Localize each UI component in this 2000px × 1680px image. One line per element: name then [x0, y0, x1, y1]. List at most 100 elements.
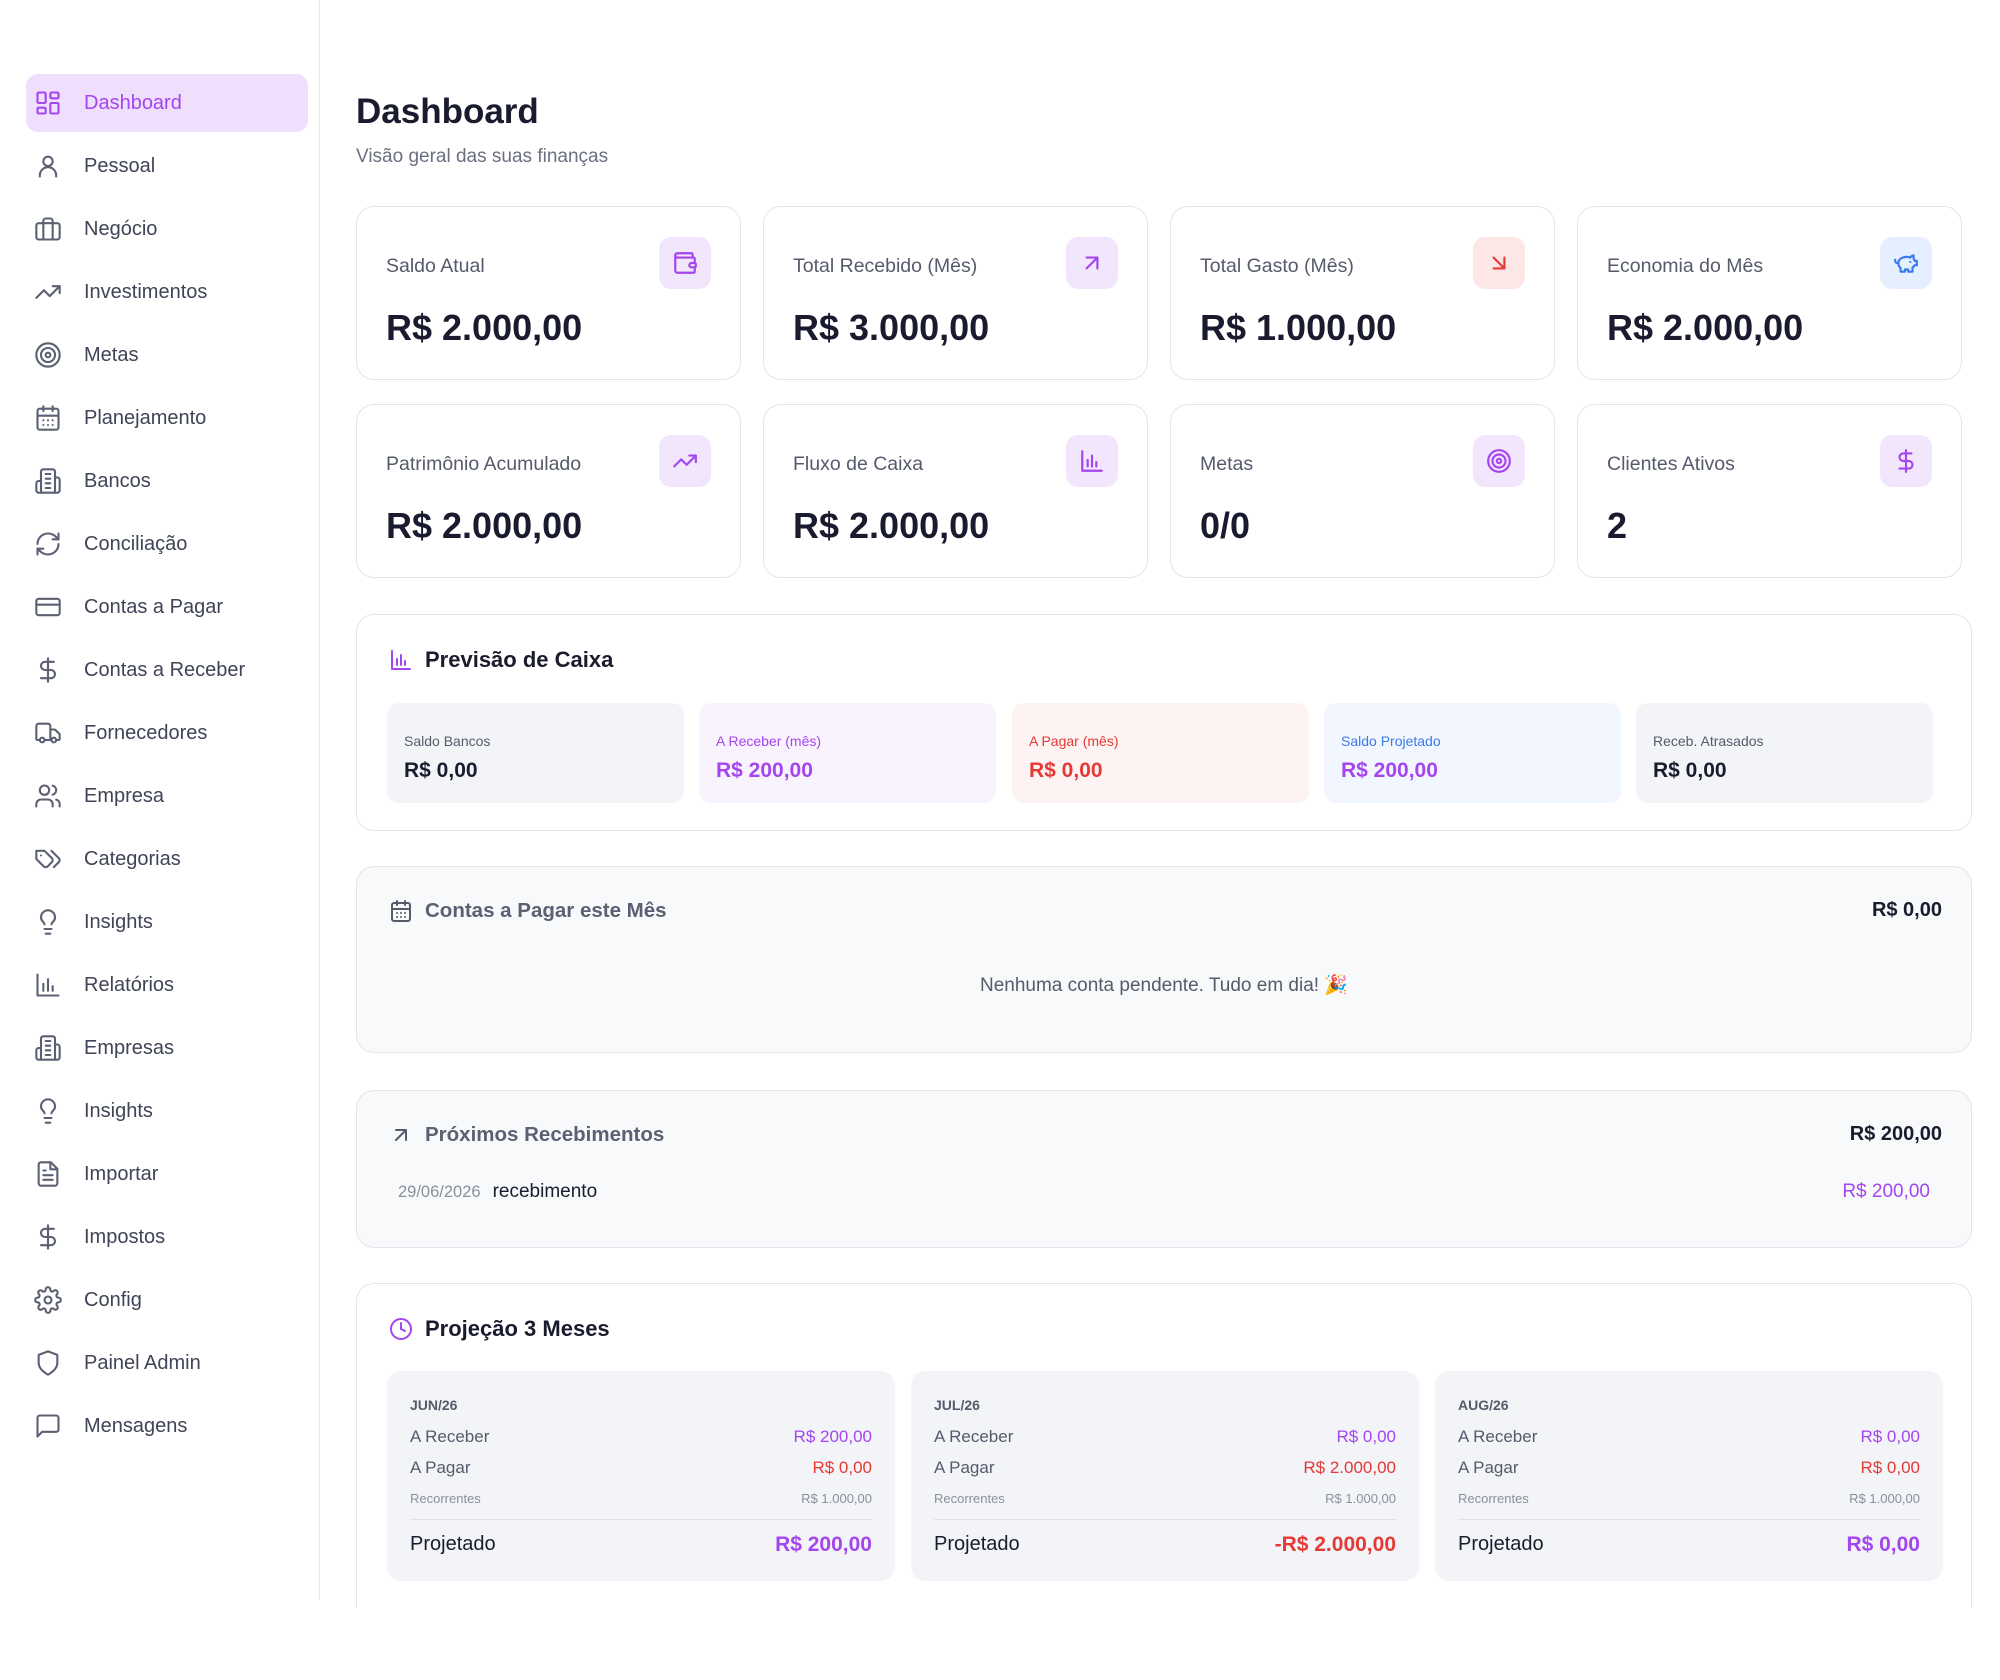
projection-month-label: JUN/26 — [410, 1397, 458, 1413]
sidebar-item-config[interactable]: Config — [26, 1271, 308, 1329]
sidebar-item-label: Bancos — [84, 469, 151, 492]
stat-value: R$ 3.000,00 — [793, 307, 990, 348]
sidebar-item-dashboard[interactable]: Dashboard — [26, 74, 308, 132]
sidebar-item-importar[interactable]: Importar — [26, 1145, 308, 1203]
projection-row-recorrentes: Recorrentes R$ 1.000,00 — [1458, 1491, 1920, 1506]
projection-month-label: JUL/26 — [934, 1397, 980, 1413]
building-icon — [30, 463, 66, 499]
cash-forecast-header: Previsão de Caixa — [387, 646, 613, 674]
sidebar-item-label: Insights — [84, 910, 153, 933]
page-title: Dashboard — [356, 92, 539, 131]
projection-month-jul: JUL/26 A Receber R$ 0,00 A Pagar R$ 2.00… — [911, 1371, 1419, 1581]
stat-card-fluxo-caixa: Fluxo de Caixa R$ 2.000,00 — [763, 404, 1148, 578]
forecast-label: A Pagar (mês) — [1029, 733, 1119, 749]
truck-icon — [30, 715, 66, 751]
bar-chart-icon — [30, 967, 66, 1003]
message-icon — [30, 1408, 66, 1444]
list-item[interactable]: 29/06/2026 recebimento R$ 200,00 — [398, 1181, 1930, 1203]
forecast-label: Receb. Atrasados — [1653, 733, 1764, 749]
sidebar-item-fornecedores[interactable]: Fornecedores — [26, 704, 308, 762]
projection-row-pagar: A Pagar R$ 0,00 — [1458, 1458, 1920, 1478]
sidebar-item-relatorios[interactable]: Relatórios — [26, 956, 308, 1014]
stat-card-metas: Metas 0/0 — [1170, 404, 1555, 578]
row-value: R$ 200,00 — [793, 1427, 872, 1446]
row-label: A Pagar — [1458, 1458, 1519, 1477]
piggy-bank-icon — [1880, 237, 1932, 289]
projection-row-projetado: Projetado R$ 200,00 — [410, 1533, 872, 1557]
dashboard-icon — [30, 85, 66, 121]
stat-label: Fluxo de Caixa — [793, 453, 924, 475]
sidebar-item-label: Relatórios — [84, 973, 175, 996]
refresh-icon — [30, 526, 66, 562]
lightbulb-icon — [30, 904, 66, 940]
row-label: A Pagar — [410, 1458, 471, 1477]
sidebar-item-negocio[interactable]: Negócio — [26, 200, 308, 258]
calendar-icon — [387, 897, 415, 925]
payables-header: Contas a Pagar este Mês — [387, 897, 667, 925]
sidebar-item-insights[interactable]: Insights — [26, 893, 308, 951]
stat-value: R$ 2.000,00 — [386, 307, 583, 348]
sidebar-item-mensagens[interactable]: Mensagens — [26, 1397, 308, 1455]
row-value: R$ 0,00 — [812, 1458, 872, 1477]
sidebar-item-label: Dashboard — [84, 91, 182, 114]
sidebar: Dashboard Pessoal Negócio Investimentos … — [0, 0, 320, 1600]
sidebar-item-label: Pessoal — [84, 154, 156, 177]
divider — [410, 1519, 872, 1520]
sidebar-item-insights-2[interactable]: Insights — [26, 1082, 308, 1140]
user-icon — [30, 148, 66, 184]
stat-value: R$ 2.000,00 — [793, 505, 990, 546]
payables-empty-message: Nenhuma conta pendente. Tudo em dia! 🎉 — [979, 975, 1348, 996]
bar-chart-icon — [387, 646, 415, 674]
row-value: -R$ 2.000,00 — [1274, 1533, 1396, 1556]
projection-month-aug: AUG/26 A Receber R$ 0,00 A Pagar R$ 0,00… — [1435, 1371, 1943, 1581]
target-icon — [30, 337, 66, 373]
sidebar-item-impostos[interactable]: Impostos — [26, 1208, 308, 1266]
sidebar-item-bancos[interactable]: Bancos — [26, 452, 308, 510]
sidebar-item-categorias[interactable]: Categorias — [26, 830, 308, 888]
projection-row-receber: A Receber R$ 0,00 — [1458, 1427, 1920, 1447]
row-value: R$ 1.000,00 — [1849, 1491, 1920, 1506]
sidebar-item-label: Categorias — [84, 847, 181, 870]
trending-up-icon — [659, 435, 711, 487]
sidebar-item-empresa[interactable]: Empresa — [26, 767, 308, 825]
forecast-value: R$ 0,00 — [1029, 759, 1103, 782]
sidebar-item-investimentos[interactable]: Investimentos — [26, 263, 308, 321]
stat-value: R$ 2.000,00 — [1607, 307, 1804, 348]
stat-card-total-recebido: Total Recebido (Mês) R$ 3.000,00 — [763, 206, 1148, 380]
sidebar-item-label: Metas — [84, 343, 139, 366]
tags-icon — [30, 841, 66, 877]
card-title: Próximos Recebimentos — [425, 1123, 665, 1146]
stat-card-patrimonio: Patrimônio Acumulado R$ 2.000,00 — [356, 404, 741, 578]
sidebar-item-conciliacao[interactable]: Conciliação — [26, 515, 308, 573]
divider — [1458, 1519, 1920, 1520]
projection-card: Projeção 3 Meses JUN/26 A Receber R$ 200… — [356, 1283, 1972, 1608]
receivable-description: recebimento — [492, 1181, 598, 1202]
sidebar-item-planejamento[interactable]: Planejamento — [26, 389, 308, 447]
building-icon — [30, 1030, 66, 1066]
forecast-box-saldo-projetado: Saldo Projetado R$ 200,00 — [1324, 703, 1621, 803]
wallet-icon — [659, 237, 711, 289]
sidebar-item-label: Mensagens — [84, 1414, 188, 1437]
sidebar-item-empresas[interactable]: Empresas — [26, 1019, 308, 1077]
forecast-box-receb-atrasados: Receb. Atrasados R$ 0,00 — [1636, 703, 1933, 803]
sidebar-item-painel-admin[interactable]: Painel Admin — [26, 1334, 308, 1392]
forecast-box-a-pagar: A Pagar (mês) R$ 0,00 — [1012, 703, 1309, 803]
sidebar-item-label: Conciliação — [84, 532, 188, 555]
sidebar-item-metas[interactable]: Metas — [26, 326, 308, 384]
row-label: Recorrentes — [934, 1491, 1005, 1506]
projection-header: Projeção 3 Meses — [387, 1315, 610, 1343]
stat-label: Saldo Atual — [386, 255, 485, 277]
shield-icon — [30, 1345, 66, 1381]
arrow-up-right-icon — [1066, 237, 1118, 289]
sidebar-item-pessoal[interactable]: Pessoal — [26, 137, 308, 195]
sidebar-item-label: Insights — [84, 1099, 153, 1122]
row-value: R$ 0,00 — [1846, 1533, 1920, 1556]
clock-icon — [387, 1315, 415, 1343]
row-value: R$ 1.000,00 — [1325, 1491, 1396, 1506]
sidebar-item-contas-a-pagar[interactable]: Contas a Pagar — [26, 578, 308, 636]
gear-icon — [30, 1282, 66, 1318]
stat-value: 2 — [1607, 505, 1628, 546]
sidebar-item-contas-a-receber[interactable]: Contas a Receber — [26, 641, 308, 699]
users-icon — [30, 778, 66, 814]
row-value: R$ 200,00 — [775, 1533, 872, 1556]
